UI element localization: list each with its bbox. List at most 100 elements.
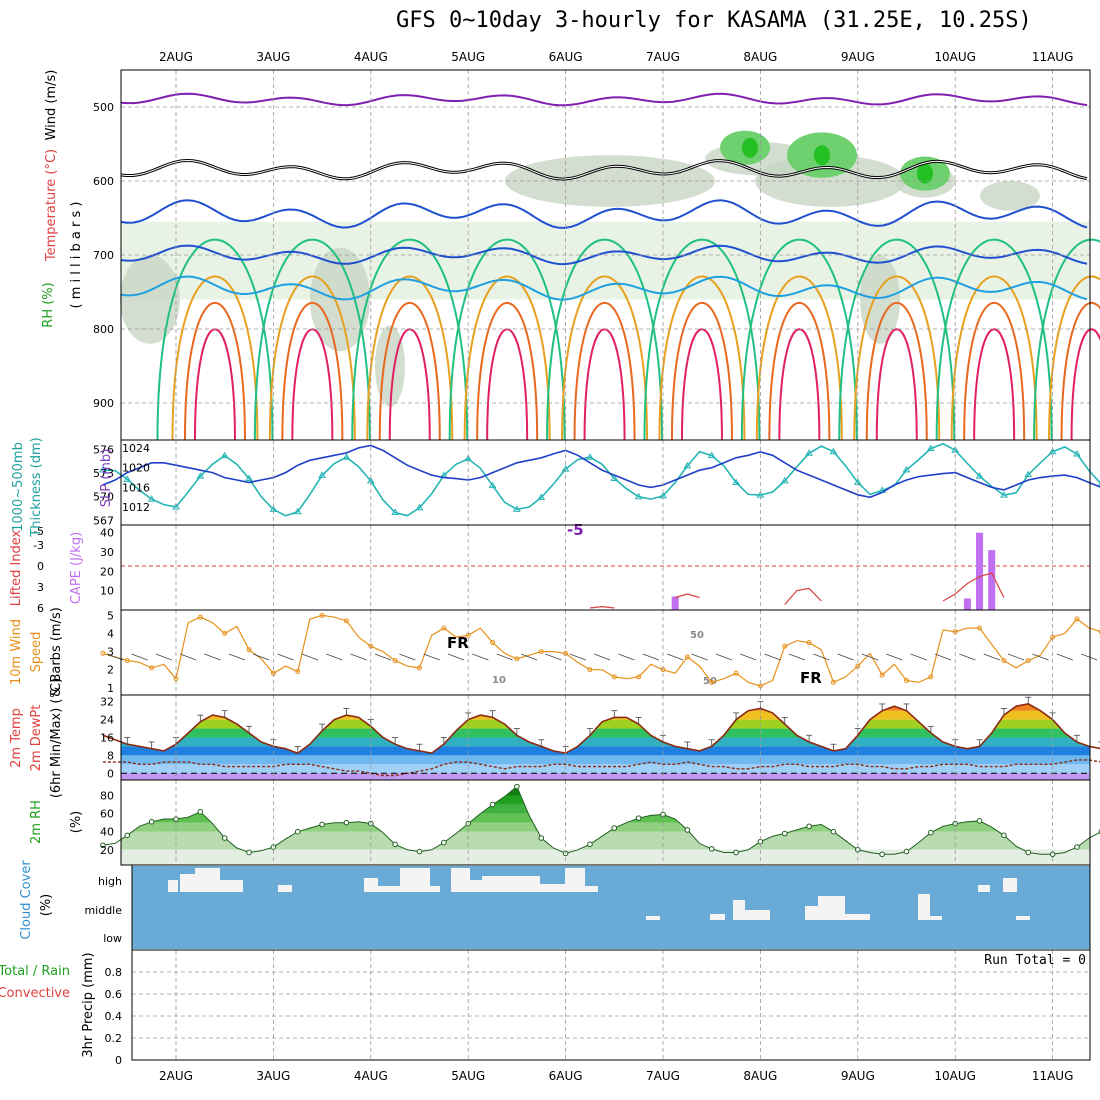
rh-marker [221, 835, 228, 841]
date-label-bottom: 2AUG [159, 1069, 193, 1083]
dewpoint-line [102, 759, 1100, 777]
cloud-high [451, 868, 470, 892]
wind-speed-marker [1025, 658, 1031, 664]
rh-marker [611, 825, 618, 831]
date-label-bottom: 7AUG [646, 1069, 680, 1083]
rh-core [814, 145, 830, 166]
cloud-cover-panel [132, 866, 1090, 949]
thickness-marker [147, 495, 156, 502]
upper-air-axis-label: ( m i l l i b a r s ) [69, 202, 84, 309]
rh-marker [246, 849, 252, 856]
thickness-marker [245, 474, 253, 482]
thickness-marker [1024, 470, 1033, 478]
cloud-middle [845, 914, 870, 920]
upper-air-axis-label: Wind (m/s) [44, 70, 59, 141]
contour-label: FR [800, 669, 822, 687]
surface-wind-barb [715, 653, 733, 661]
wind-tick-label: 4 [107, 628, 114, 641]
rh-marker [1001, 832, 1007, 839]
cape-tick-label: 40 [100, 527, 114, 540]
cloud-high [400, 868, 430, 892]
precip-axis-label: Total / Rain [0, 964, 70, 979]
cape-tick-label: 20 [100, 565, 114, 578]
cloud-level-label: high [98, 875, 122, 888]
surface-wind-barb [1080, 653, 1098, 661]
li-line [784, 587, 822, 605]
cloud-middle [805, 906, 818, 920]
wind-speed-marker [392, 658, 398, 664]
surface-wind-barb [399, 653, 416, 661]
pressure-tick-label: 500 [93, 101, 114, 114]
rh-marker [635, 815, 642, 821]
cloud-high [540, 884, 565, 892]
thickness-tick-label: 567 [93, 514, 114, 527]
temp-contour-lobe [183, 302, 246, 441]
li-line [675, 593, 700, 599]
temp-tick-label: 32 [100, 696, 114, 709]
rh-axis-label: 2m RH [29, 800, 44, 844]
cloud-axis-label: (%) [39, 894, 54, 917]
panel-frames [120, 69, 1091, 1061]
isotherm-5 [120, 244, 1088, 266]
thickness-marker [829, 447, 838, 455]
thickness-marker [683, 461, 692, 469]
cloud-high [180, 874, 195, 892]
wind-speed-marker [100, 650, 106, 656]
rh-marker [514, 783, 520, 790]
slp-tick-label: 1020 [122, 462, 150, 475]
panel-frame [120, 439, 1091, 526]
surface-wind-barb [1056, 653, 1073, 661]
date-label-bottom: 11AUG [1032, 1069, 1074, 1083]
rh-marker [781, 830, 788, 837]
temp-band [121, 719, 1090, 729]
temp-contour-lobe [875, 328, 918, 441]
wind-tick-label: 2 [107, 664, 114, 677]
temp-band [121, 737, 1090, 747]
surface-wind-barb [374, 653, 392, 661]
rh-marker [928, 829, 934, 836]
cape-axis-label: CAPE (J/kg) [69, 532, 84, 604]
temp-contour-lobe [1070, 328, 1100, 441]
temp-contour-lobe [583, 328, 626, 441]
cape-tick-label: 10 [100, 585, 114, 598]
wind-speed-marker [222, 631, 228, 637]
wind-speed-marker [246, 647, 252, 653]
pressure-tick-label: 900 [93, 397, 114, 410]
contour-label: FR [447, 634, 469, 652]
temp-contour-lobe [193, 328, 236, 441]
wind-speed-marker [490, 640, 496, 646]
temp-contour-lobe [778, 328, 821, 441]
temp-contour-lobe [643, 238, 761, 441]
precip-tick-label: 0.8 [105, 966, 123, 979]
date-label-top: 5AUG [451, 50, 485, 64]
wind-speed-marker [197, 614, 203, 620]
temp-contour-lobe [448, 238, 566, 441]
surface-wind-barb [106, 653, 124, 661]
date-label-bottom: 8AUG [743, 1069, 777, 1083]
thickness-marker [1048, 447, 1057, 455]
temp-contour-lobe [486, 328, 529, 441]
rh-marker [100, 842, 106, 849]
surface-wind-barb [569, 653, 586, 661]
date-label-top: 11AUG [1032, 50, 1074, 64]
thickness-marker [123, 475, 132, 482]
thickness-marker [391, 508, 400, 516]
temp-tick-label: 24 [100, 714, 114, 727]
wind-axis-label: & Barbs (m/s) [49, 607, 64, 697]
thickness-marker [172, 503, 180, 510]
slp-line [102, 444, 1100, 499]
temp-contour-lobe [1060, 302, 1100, 441]
temp-contour-lobe [740, 238, 858, 441]
temp-contour-lobe [755, 275, 843, 441]
temp-contour-lobe [546, 238, 664, 441]
precip-tick-label: 0.2 [105, 1032, 123, 1045]
wind-axis-label: Speed [29, 632, 44, 673]
surface-wind-barb [472, 653, 489, 661]
temp-axis-label: 2m DewPt [29, 705, 44, 772]
wind-tick-label: 1 [107, 682, 114, 695]
cape-bar [963, 598, 971, 610]
date-label-top: 10AUG [934, 50, 976, 64]
surface-wind-barb [740, 653, 757, 661]
thickness-line [102, 442, 1100, 517]
thickness-marker [196, 472, 205, 479]
